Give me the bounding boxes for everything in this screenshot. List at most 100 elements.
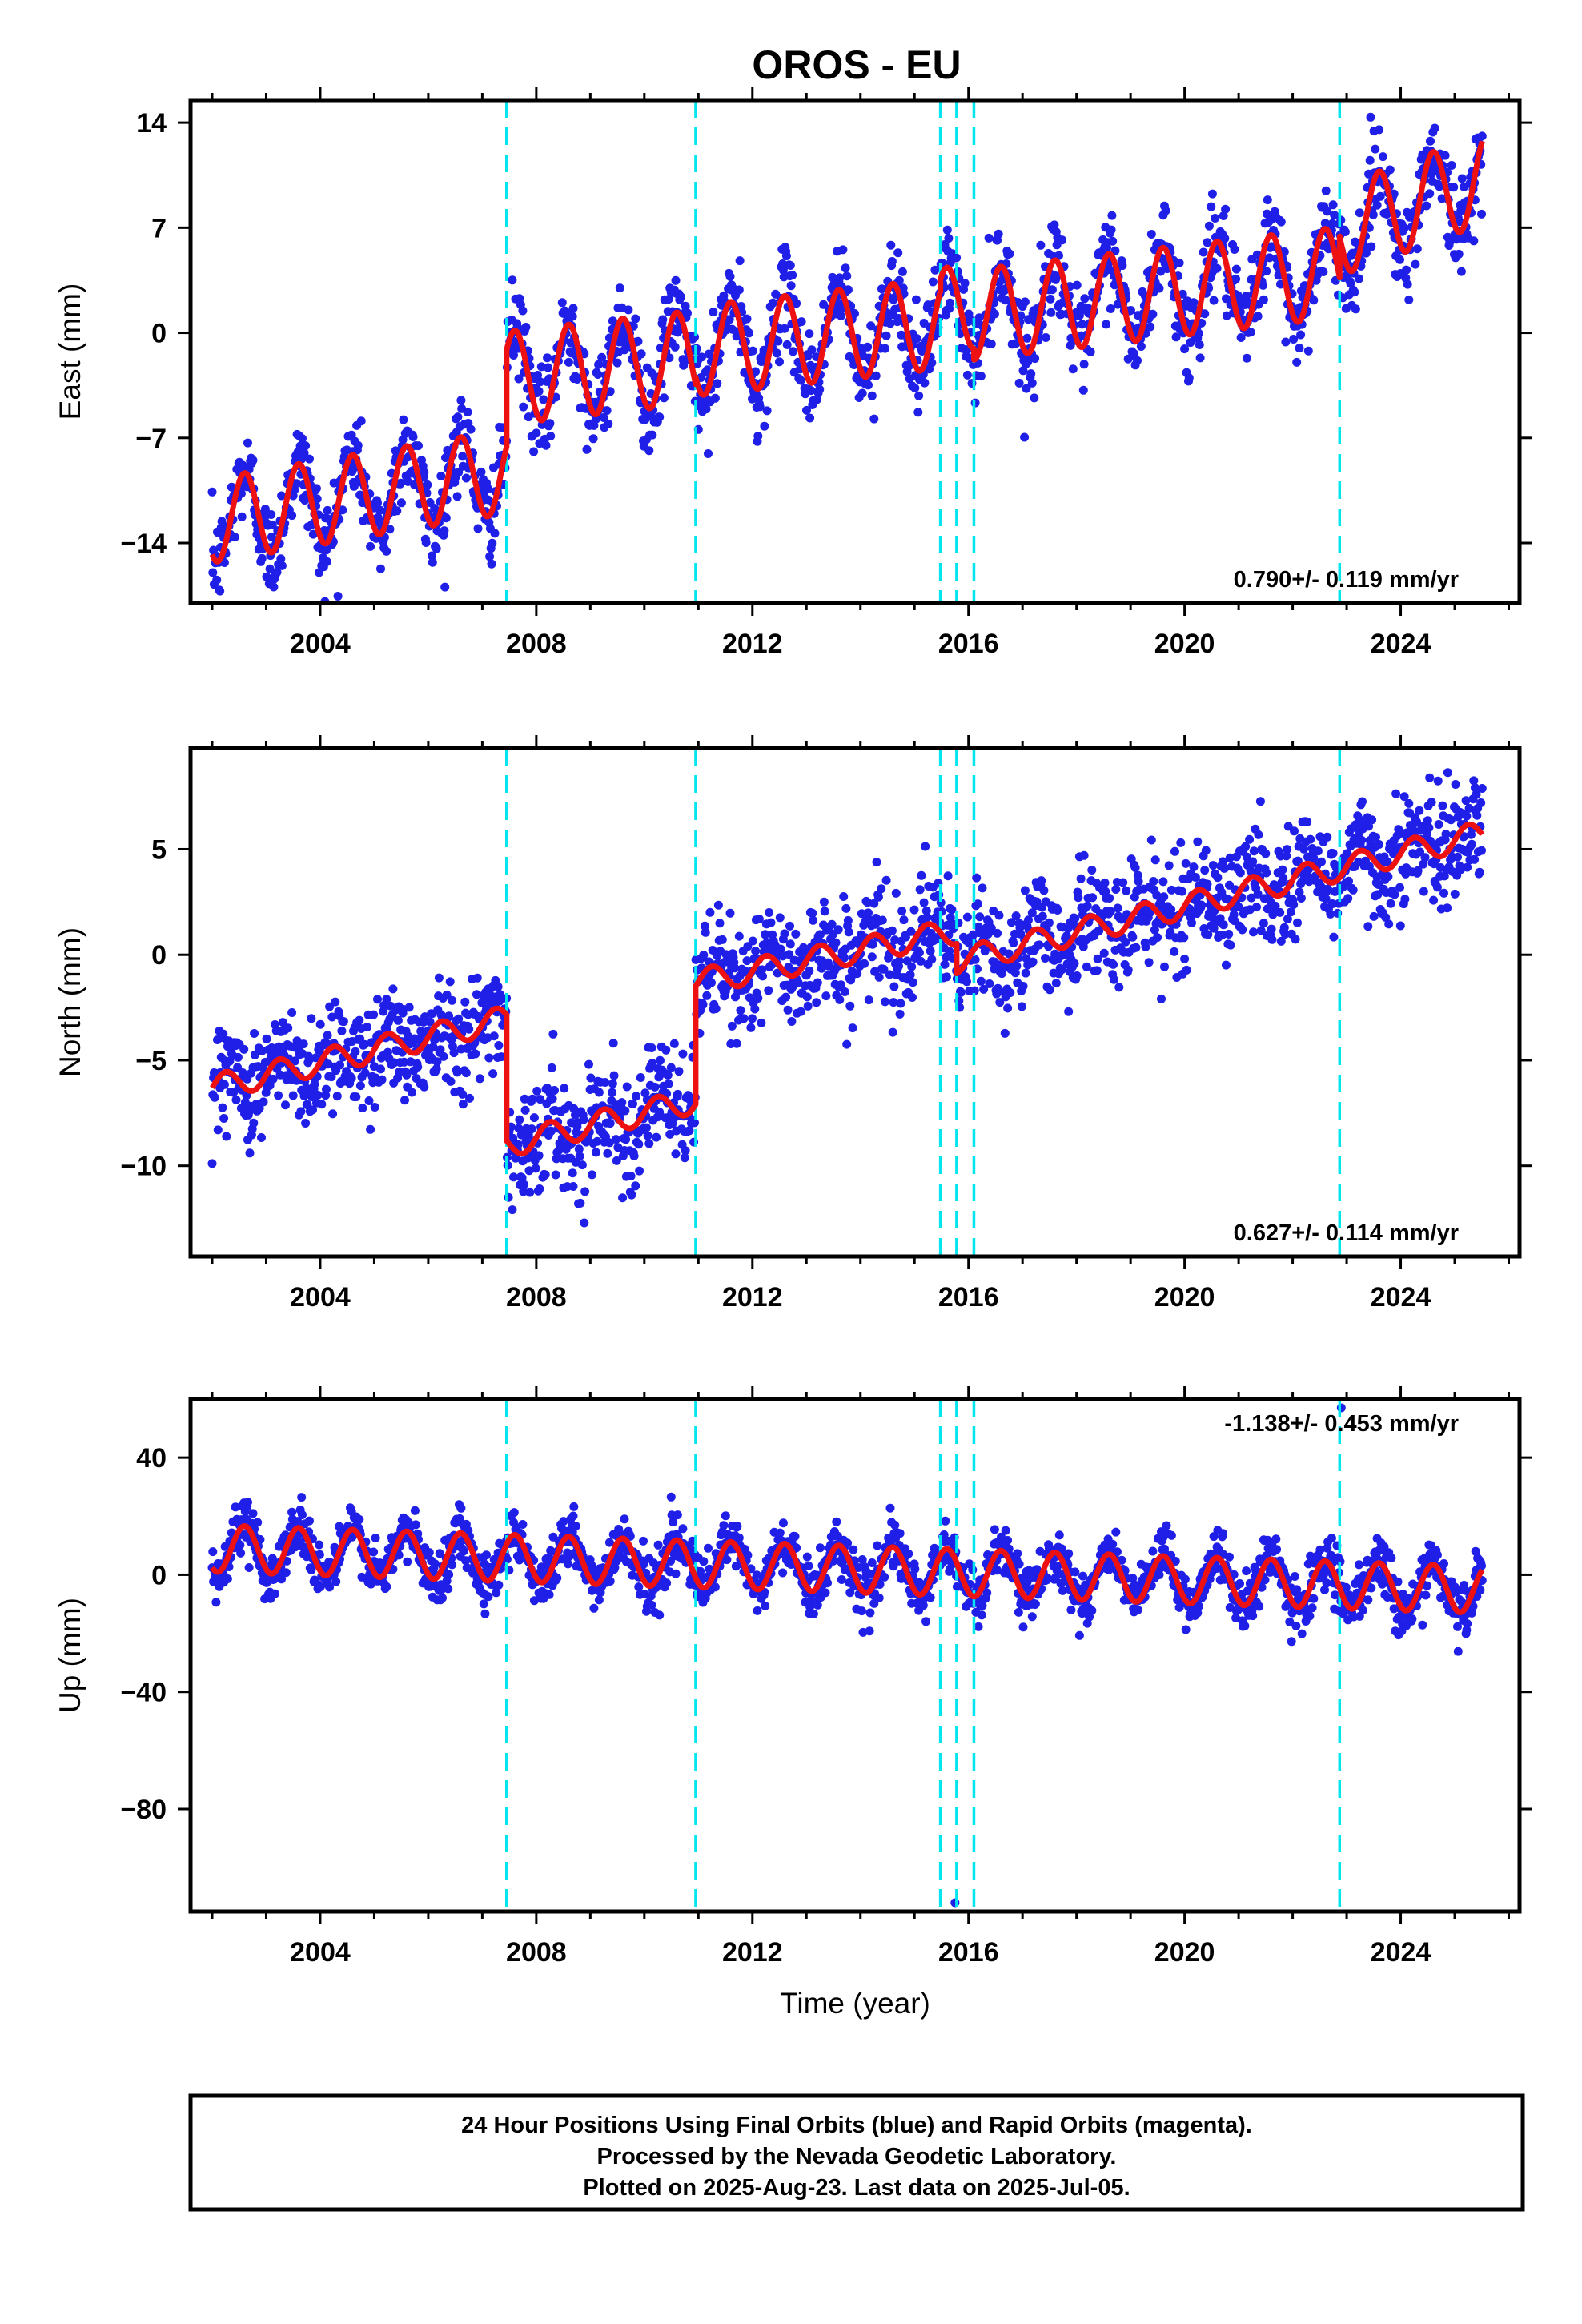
data-point <box>831 938 841 947</box>
data-point <box>597 352 607 362</box>
data-point <box>676 292 685 302</box>
data-point <box>1193 837 1203 846</box>
x-tick-label: 2020 <box>1154 629 1215 659</box>
data-point <box>1430 123 1439 133</box>
data-point <box>328 1109 338 1119</box>
data-point <box>690 1118 699 1128</box>
data-point <box>1177 887 1186 896</box>
data-point <box>536 377 545 387</box>
y-axis-label: North (mm) <box>54 927 86 1077</box>
data-point <box>331 1577 341 1586</box>
data-point <box>1108 236 1118 246</box>
data-point <box>1385 165 1395 175</box>
data-point <box>291 479 301 489</box>
data-point <box>1291 935 1300 944</box>
data-point <box>510 337 520 347</box>
data-point <box>962 977 971 987</box>
data-point <box>905 970 915 979</box>
data-point <box>1079 360 1089 369</box>
data-point <box>593 370 603 379</box>
data-point <box>296 1107 306 1116</box>
data-point <box>1184 373 1194 383</box>
data-point <box>754 915 764 923</box>
data-point <box>807 345 817 355</box>
data-point <box>355 1015 364 1025</box>
y-tick-label: 0 <box>151 319 167 349</box>
y-tick-label: −10 <box>120 1152 167 1182</box>
data-point <box>1012 961 1022 971</box>
y-tick-label: −7 <box>135 424 167 454</box>
data-point <box>896 999 905 1008</box>
data-point <box>1386 899 1395 908</box>
data-point <box>704 1543 713 1553</box>
data-point <box>560 1084 569 1093</box>
data-point <box>484 485 493 494</box>
data-point <box>1226 940 1235 950</box>
data-point <box>428 557 437 567</box>
data-point <box>1369 911 1379 921</box>
data-point <box>1470 854 1480 864</box>
data-point <box>848 1023 857 1033</box>
data-point <box>399 415 408 424</box>
data-point <box>1034 940 1044 950</box>
data-point <box>376 1064 385 1074</box>
data-point <box>715 919 725 928</box>
data-point <box>473 524 483 533</box>
data-point <box>894 956 904 966</box>
data-point <box>743 1550 753 1560</box>
data-point <box>908 978 917 987</box>
data-point <box>1021 968 1030 978</box>
data-point <box>620 1514 629 1524</box>
data-point <box>529 447 539 456</box>
data-point <box>1020 432 1030 442</box>
data-point <box>805 413 815 423</box>
data-point <box>274 1091 283 1100</box>
figure-title: OROS - EU <box>752 42 961 87</box>
data-point <box>541 440 551 450</box>
data-point <box>1411 259 1420 269</box>
data-point <box>267 510 276 519</box>
data-point <box>1402 265 1411 275</box>
data-point <box>984 233 994 243</box>
data-point <box>1051 979 1061 988</box>
data-point <box>993 928 1002 938</box>
data-point <box>338 505 347 515</box>
data-point <box>564 1559 572 1569</box>
data-point <box>1469 236 1479 246</box>
data-point <box>524 412 533 422</box>
data-point <box>465 1093 474 1103</box>
data-point <box>1011 339 1021 348</box>
data-point <box>922 913 932 922</box>
data-point <box>1477 784 1487 793</box>
data-point <box>1036 240 1046 250</box>
data-point <box>1317 857 1326 866</box>
data-point <box>1074 893 1083 903</box>
data-point <box>1434 820 1443 829</box>
data-point <box>546 432 556 440</box>
y-tick-label: 5 <box>151 834 167 865</box>
data-point <box>1295 344 1304 353</box>
data-point <box>1415 806 1424 815</box>
data-point <box>448 995 457 1005</box>
plot-area-up <box>207 1399 1487 1912</box>
data-point <box>1050 220 1059 230</box>
data-point <box>297 1493 307 1502</box>
data-point <box>867 391 877 400</box>
data-point <box>897 907 907 916</box>
data-point <box>1348 885 1358 895</box>
data-point <box>1026 369 1036 379</box>
data-point <box>786 281 796 291</box>
data-point <box>1041 954 1050 963</box>
data-point <box>262 1034 271 1043</box>
data-point <box>436 472 446 480</box>
data-point <box>439 1051 448 1061</box>
data-point <box>385 525 395 534</box>
data-point <box>627 1190 636 1200</box>
data-point <box>1159 892 1169 902</box>
data-point <box>644 1139 654 1148</box>
data-point <box>1429 895 1439 905</box>
data-point <box>1276 217 1286 227</box>
data-point <box>1079 850 1089 860</box>
data-point <box>207 487 217 497</box>
